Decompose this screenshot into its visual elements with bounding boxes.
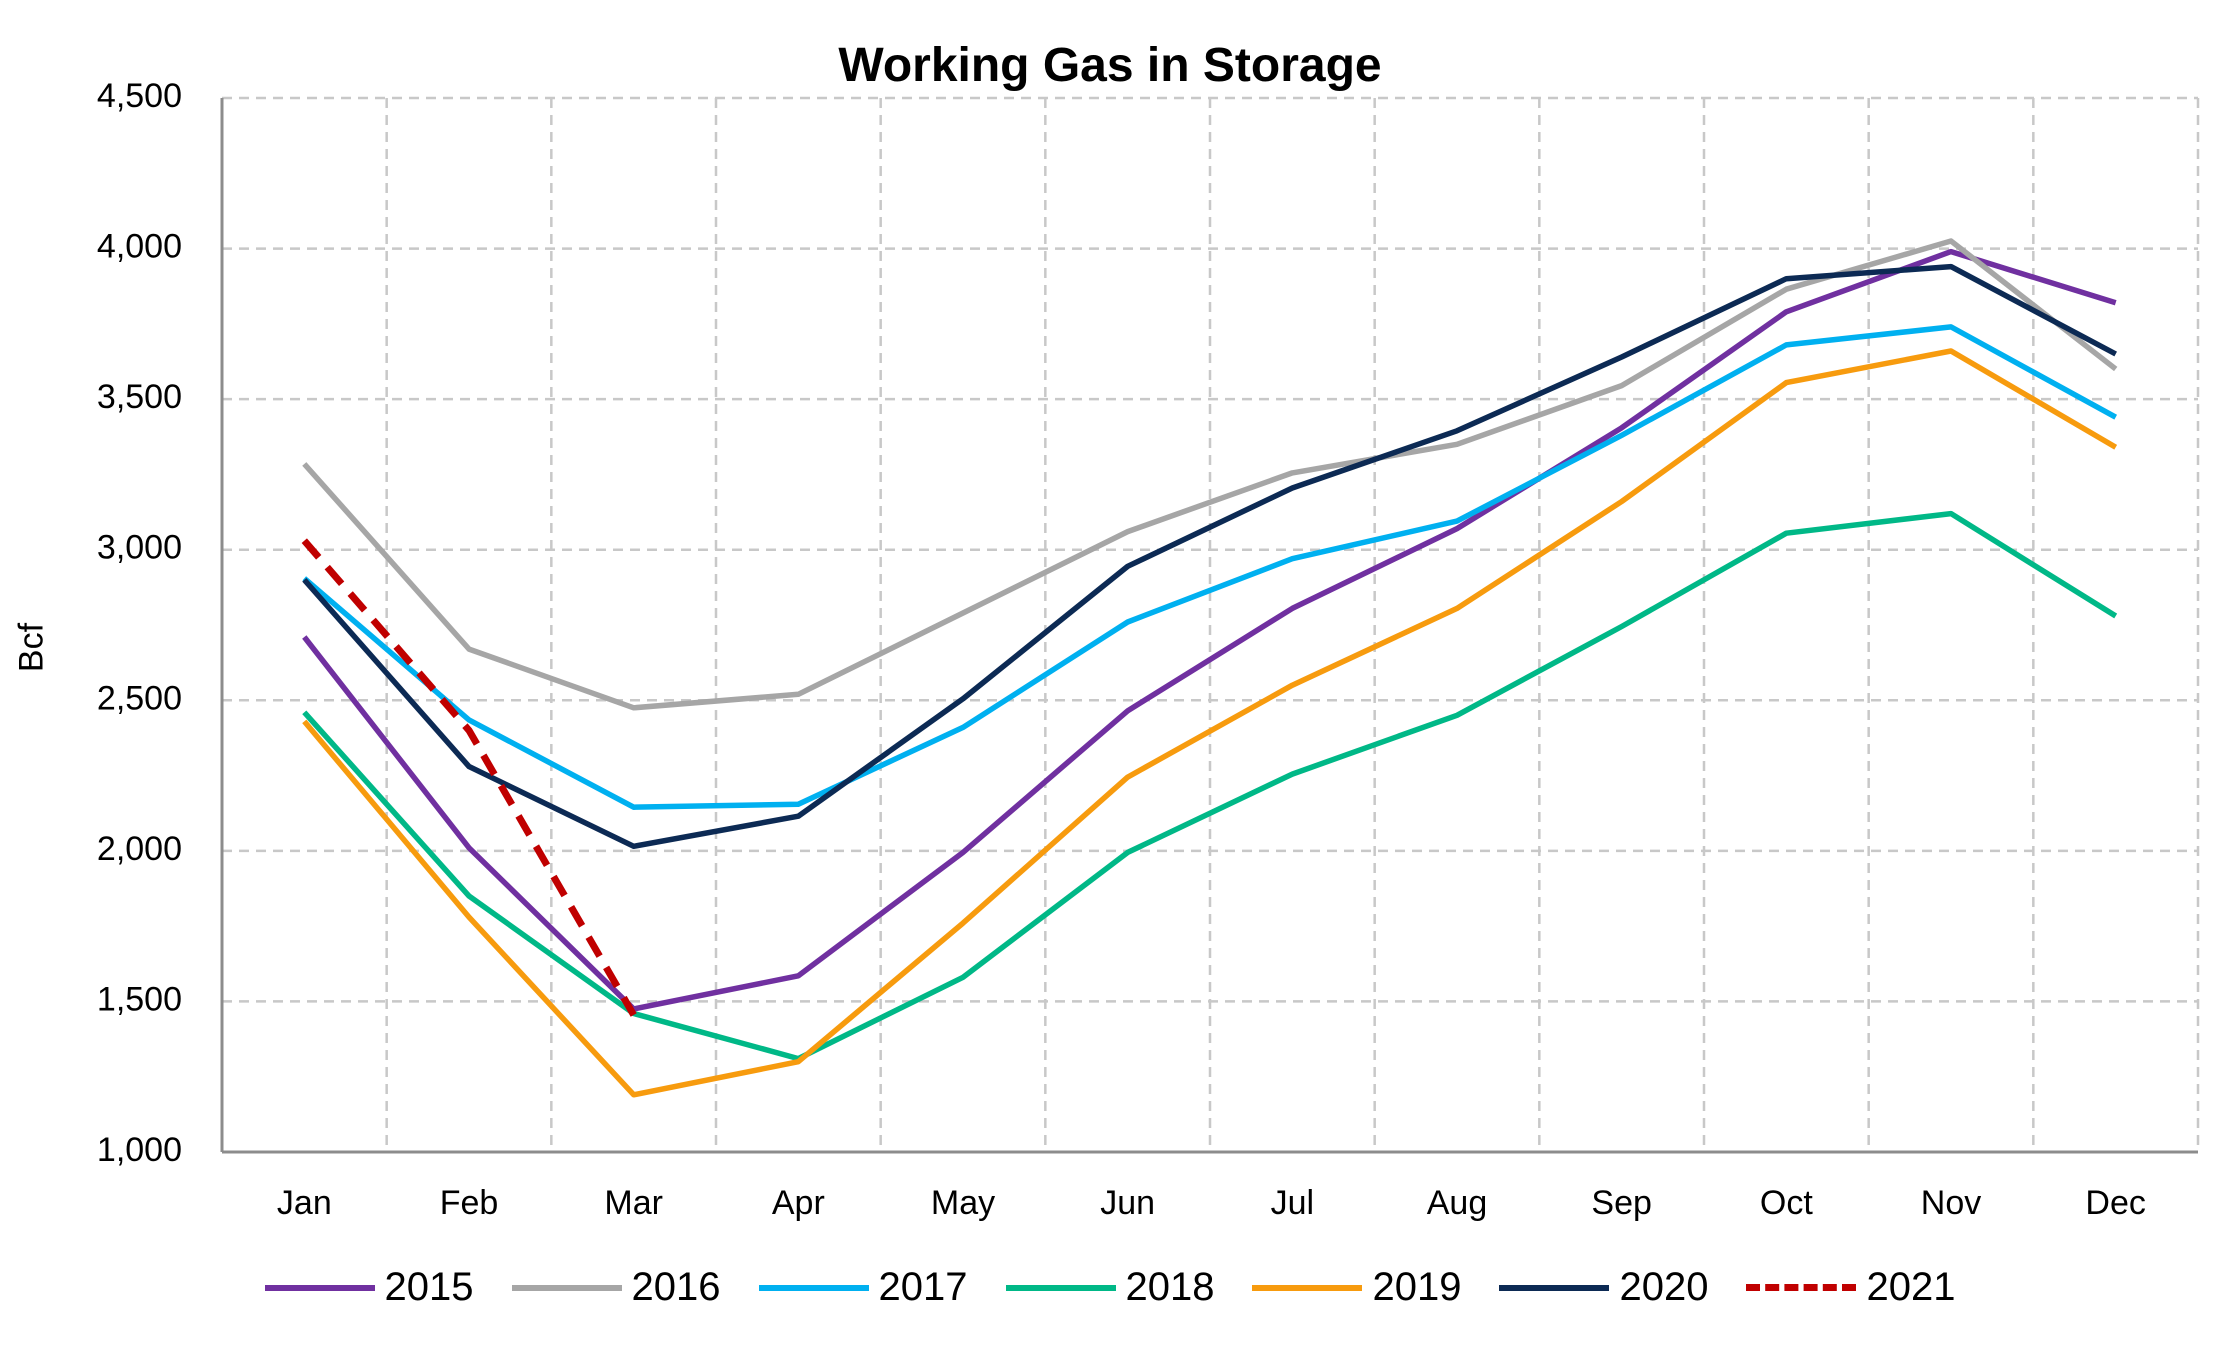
legend: 2015 2016 2017 2018 2019 2020 2021 bbox=[0, 1265, 2220, 1310]
legend-label: 2019 bbox=[1372, 1265, 1462, 1309]
x-tick-label: Mar bbox=[604, 1184, 663, 1222]
x-tick-label: Jan bbox=[277, 1184, 332, 1222]
legend-swatch bbox=[1005, 1284, 1116, 1291]
legend-swatch bbox=[1499, 1284, 1610, 1291]
series-line-2018 bbox=[302, 510, 2118, 1062]
x-tick-label: Feb bbox=[440, 1184, 499, 1222]
y-tick-labels: 1,000 1,500 2,000 2,500 3,000 3,500 4,000 4,500 bbox=[97, 77, 182, 1169]
y-tick-label: 4,500 bbox=[97, 77, 182, 115]
series-line-2019 bbox=[302, 348, 2118, 1098]
legend-label: 2016 bbox=[631, 1265, 721, 1309]
y-tick-label: 3,500 bbox=[97, 378, 182, 416]
x-tick-label: Nov bbox=[1921, 1184, 1981, 1222]
x-tick-label: Oct bbox=[1760, 1184, 1813, 1222]
axes bbox=[220, 98, 2198, 1154]
chart-title: Working Gas in Storage bbox=[838, 39, 1382, 92]
series-lines bbox=[301, 238, 2118, 1098]
legend-swatch bbox=[1252, 1284, 1363, 1291]
y-tick-label: 1,500 bbox=[97, 980, 182, 1018]
series-line-2016 bbox=[302, 238, 2118, 711]
y-tick-label: 1,000 bbox=[97, 1131, 182, 1169]
legend-label: 2017 bbox=[878, 1265, 968, 1309]
y-tick-label: 3,000 bbox=[97, 529, 182, 567]
legend-swatch bbox=[511, 1284, 622, 1291]
x-tick-label: Jul bbox=[1271, 1184, 1314, 1222]
series-line-2017 bbox=[302, 324, 2118, 810]
x-tick-label: Sep bbox=[1591, 1184, 1652, 1222]
legend-label: 2020 bbox=[1619, 1265, 1709, 1309]
legend-swatch bbox=[264, 1284, 375, 1291]
legend-item-2017: 2017 bbox=[758, 1265, 968, 1310]
legend-item-2019: 2019 bbox=[1252, 1265, 1461, 1310]
x-tick-labels: Jan Feb Mar Apr May Jun Jul Aug Sep Oct Nov Dec bbox=[277, 1184, 2146, 1222]
line-chart: 1,000 1,500 2,000 2,500 3,000 3,500 4,000 4,500… bbox=[97, 77, 2200, 1222]
legend-label: 2018 bbox=[1125, 1265, 1215, 1309]
series-line-2015 bbox=[302, 248, 2117, 1012]
series-line-2020 bbox=[302, 263, 2117, 850]
series-line-2021 bbox=[301, 538, 637, 1017]
x-tick-label: Dec bbox=[2085, 1184, 2145, 1222]
x-tick-label: Jun bbox=[1100, 1184, 1155, 1222]
legend-item-2015: 2015 bbox=[264, 1265, 474, 1310]
legend-item-2018: 2018 bbox=[1005, 1265, 1215, 1310]
x-tick-label: May bbox=[931, 1184, 995, 1222]
legend-label: 2015 bbox=[384, 1265, 474, 1309]
y-tick-label: 4,000 bbox=[97, 228, 182, 266]
legend-label: 2021 bbox=[1866, 1265, 1956, 1309]
x-tick-label: Aug bbox=[1427, 1184, 1488, 1222]
legend-item-2021: 2021 bbox=[1746, 1265, 1955, 1310]
y-tick-label: 2,000 bbox=[97, 830, 182, 868]
x-tick-label: Apr bbox=[772, 1184, 825, 1222]
legend-swatch bbox=[1746, 1284, 1857, 1291]
legend-swatch bbox=[758, 1284, 869, 1291]
legend-item-2016: 2016 bbox=[511, 1265, 721, 1310]
legend-item-2020: 2020 bbox=[1499, 1265, 1708, 1310]
y-tick-label: 2,500 bbox=[97, 679, 182, 717]
